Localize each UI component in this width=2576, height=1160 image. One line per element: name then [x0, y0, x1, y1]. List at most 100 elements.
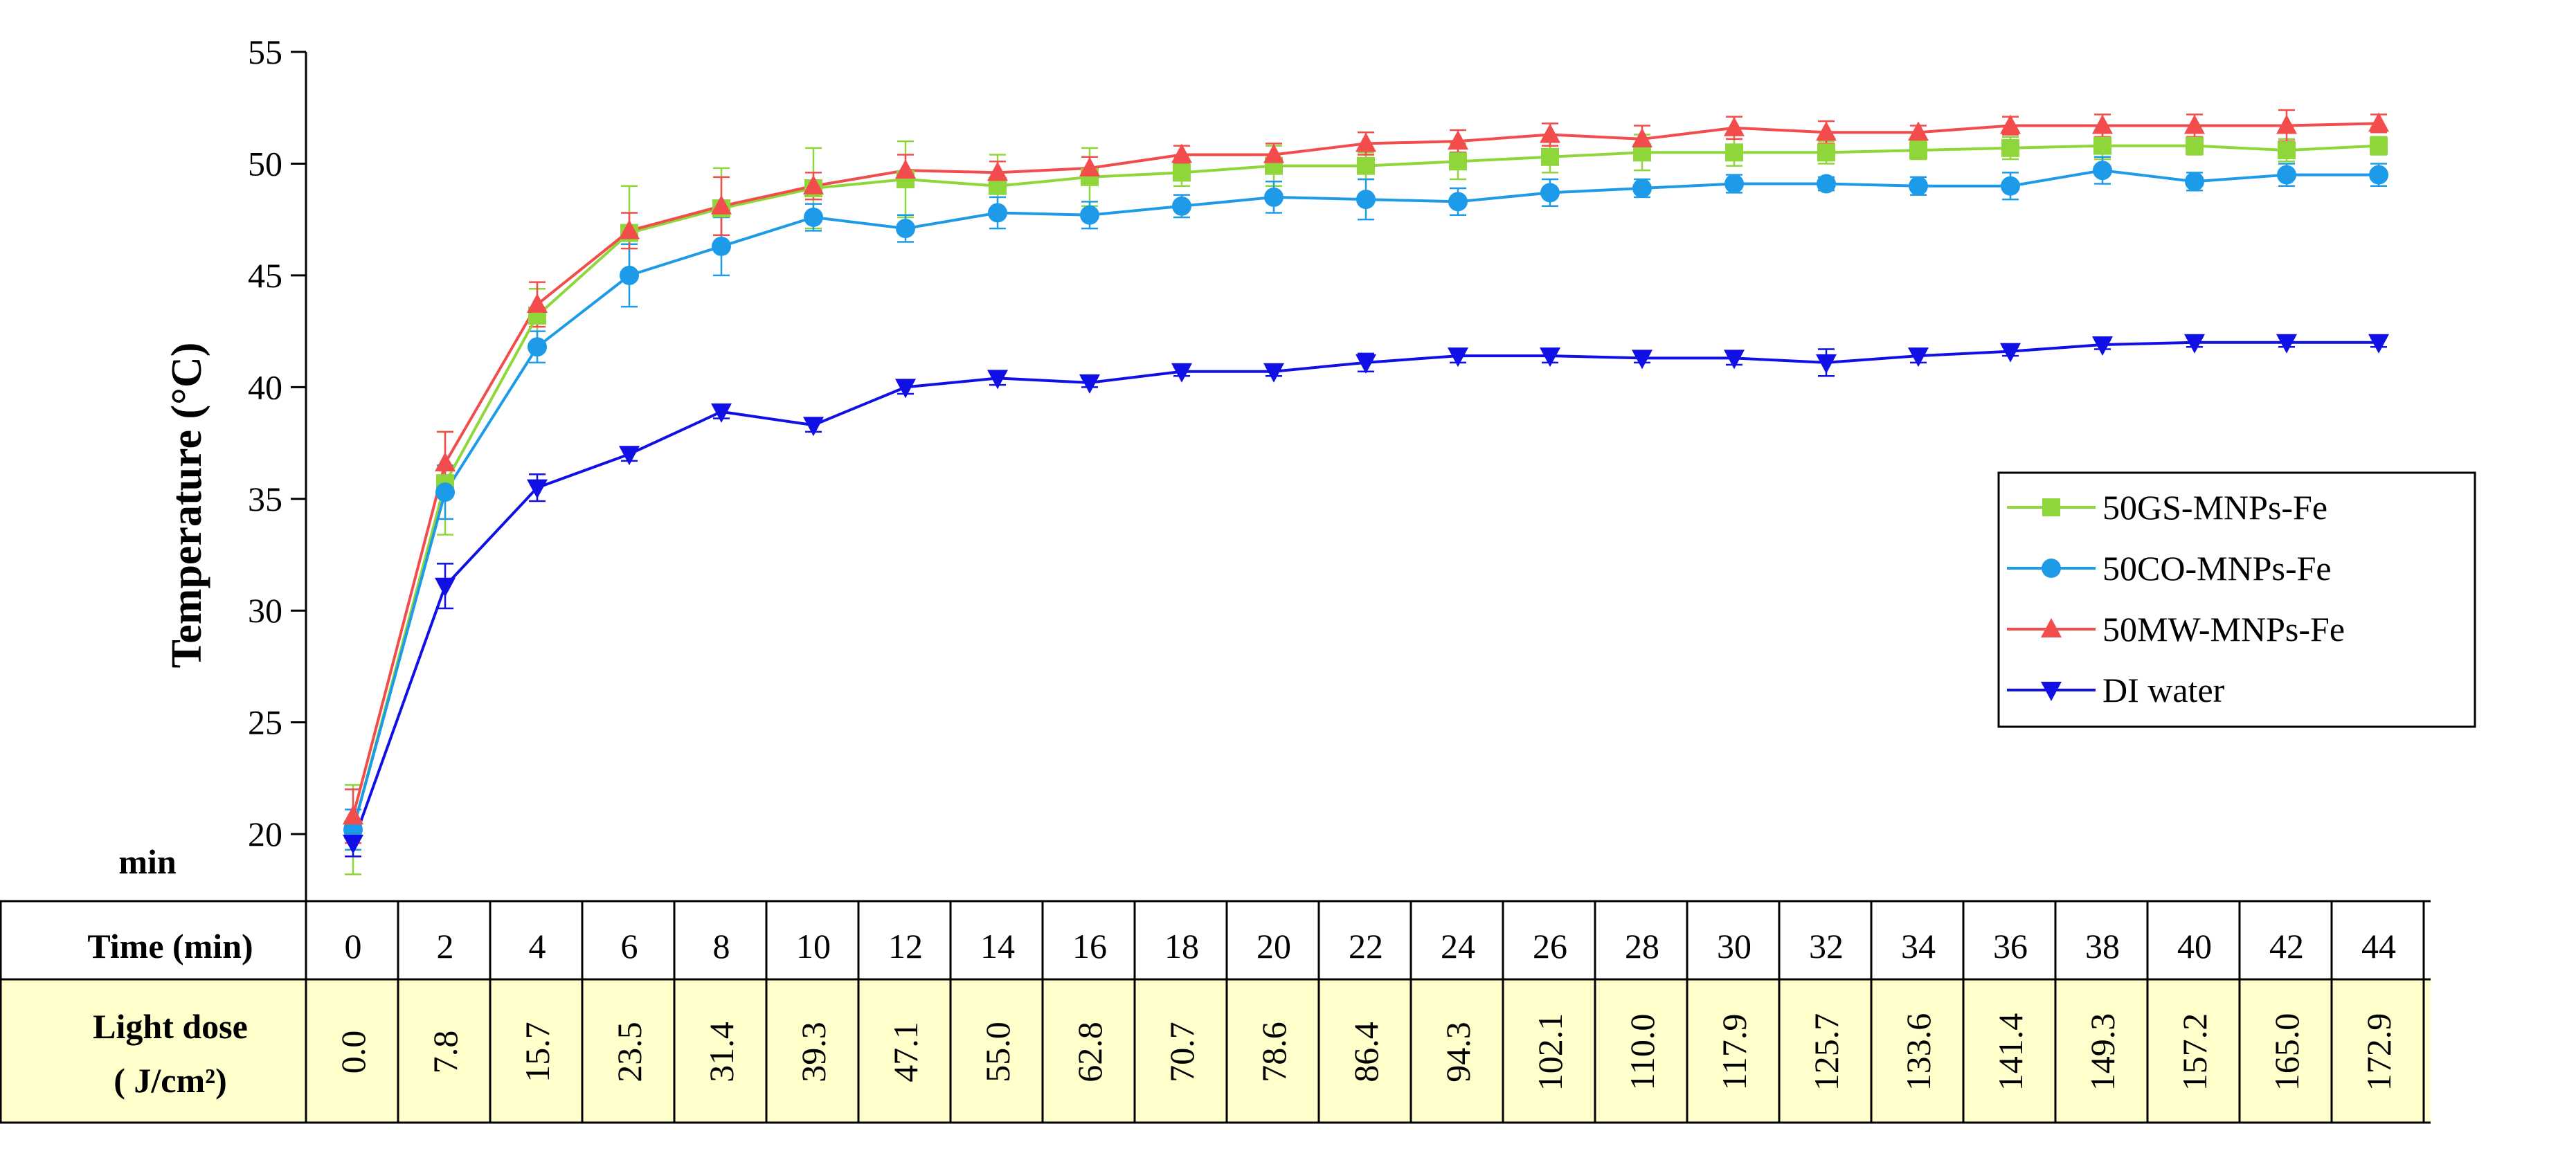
- data-point-di-water: [1355, 354, 1376, 374]
- data-point-di-water: [619, 446, 640, 466]
- legend-entry-50gs-mnps-fe: 50GS-MNPs-Fe: [2102, 488, 2327, 527]
- data-point-50gs-mnps-fe: [2278, 141, 2296, 160]
- dose-row-background: [306, 979, 2431, 1123]
- dose-cell: 157.2: [2175, 1013, 2214, 1091]
- data-point-di-water: [2276, 334, 2297, 354]
- data-point-50gs-mnps-fe: [1449, 152, 1467, 171]
- legend-swatch-marker-50mw-mnps-fe: [2041, 618, 2062, 637]
- dose-row-header: Light dose: [93, 1007, 248, 1046]
- time-cell: 42: [2269, 927, 2304, 966]
- dose-cell: 15.7: [518, 1022, 557, 1082]
- time-cell: 4: [529, 927, 546, 966]
- time-cell: 8: [713, 927, 730, 966]
- data-point-50co-mnps-fe: [2185, 172, 2204, 192]
- data-point-50co-mnps-fe: [2369, 165, 2388, 185]
- dose-cell: 133.6: [1899, 1013, 1938, 1091]
- time-cell: 40: [2177, 927, 2212, 966]
- legend: 50GS-MNPs-Fe 50CO-MNPs-Fe 50MW-MNPs-Fe DI w…: [1997, 471, 2476, 728]
- legend-entry-di-water: DI water: [2102, 671, 2225, 709]
- data-point-50mw-mnps-fe: [619, 219, 640, 239]
- data-point-50co-mnps-fe: [896, 219, 915, 239]
- dose-cell: 94.3: [1439, 1022, 1477, 1082]
- data-point-50co-mnps-fe: [1909, 176, 1928, 196]
- y-tick-label: 45: [248, 256, 282, 295]
- time-cell: 12: [888, 927, 923, 966]
- data-point-50mw-mnps-fe: [2184, 114, 2205, 134]
- data-point-50mw-mnps-fe: [1816, 121, 1837, 141]
- data-point-di-water: [1171, 363, 1192, 383]
- dose-cell: 39.3: [794, 1022, 833, 1082]
- data-point-50gs-mnps-fe: [1357, 156, 1375, 175]
- dose-cell: 172.9: [2359, 1013, 2398, 1091]
- data-point-50gs-mnps-fe: [1817, 143, 1835, 162]
- data-point-di-water: [803, 417, 824, 437]
- dose-cell: 47.1: [886, 1022, 925, 1082]
- dose-cell: 149.3: [2083, 1013, 2122, 1091]
- data-point-50co-mnps-fe: [1264, 187, 1284, 207]
- data-point-50co-mnps-fe: [804, 207, 823, 227]
- data-point-di-water: [2092, 336, 2113, 356]
- data-point-50co-mnps-fe: [1080, 205, 1099, 225]
- corner-min-label: min: [118, 842, 177, 881]
- time-cell: 32: [1809, 927, 1844, 966]
- time-cell: 38: [2085, 927, 2120, 966]
- time-cell: 28: [1625, 927, 1659, 966]
- data-point-50co-mnps-fe: [1540, 183, 1560, 203]
- data-point-50gs-mnps-fe: [2001, 138, 2019, 157]
- time-cell: 2: [437, 927, 454, 966]
- data-point-50mw-mnps-fe: [1632, 127, 1652, 147]
- y-tick-label: 40: [248, 368, 282, 406]
- legend-entry-50co-mnps-fe: 50CO-MNPs-Fe: [2102, 549, 2332, 588]
- data-point-di-water: [1908, 347, 1929, 368]
- data-point-di-water: [2184, 334, 2205, 354]
- time-cell: 22: [1349, 927, 1383, 966]
- dose-cell: 7.8: [426, 1031, 465, 1074]
- data-point-50mw-mnps-fe: [803, 174, 824, 194]
- time-cell: 10: [796, 927, 831, 966]
- data-point-50co-mnps-fe: [712, 236, 731, 256]
- series-markers: [343, 112, 2389, 855]
- data-point-50co-mnps-fe: [1172, 196, 1191, 216]
- dose-cell: 0.0: [334, 1031, 372, 1074]
- data-point-di-water: [435, 577, 456, 597]
- y-tick-label: 55: [248, 33, 282, 71]
- time-cell: 30: [1717, 927, 1751, 966]
- time-cell: 24: [1441, 927, 1475, 966]
- time-cell: 36: [1993, 927, 2028, 966]
- chart-frame: [0, 900, 2431, 1124]
- dose-cell: 141.4: [1991, 1013, 2030, 1091]
- data-point-50co-mnps-fe: [1817, 174, 1836, 194]
- dose-cell: 125.7: [1807, 1013, 1846, 1091]
- data-point-50mw-mnps-fe: [1263, 143, 1284, 163]
- data-point-50mw-mnps-fe: [343, 805, 363, 825]
- time-cell: 14: [980, 927, 1015, 966]
- dose-cell: 78.6: [1254, 1022, 1293, 1082]
- data-point-50co-mnps-fe: [2001, 176, 2020, 196]
- dose-cell: 86.4: [1346, 1022, 1385, 1082]
- dose-cell: 102.1: [1531, 1013, 1569, 1091]
- time-cell: 6: [621, 927, 638, 966]
- time-cell: 18: [1164, 927, 1199, 966]
- data-point-50co-mnps-fe: [343, 819, 363, 840]
- time-cell: 34: [1901, 927, 1936, 966]
- data-point-50co-mnps-fe: [988, 203, 1007, 223]
- dose-cell: 55.0: [978, 1022, 1017, 1082]
- data-point-50co-mnps-fe: [1724, 174, 1744, 194]
- data-point-50mw-mnps-fe: [711, 194, 732, 215]
- data-point-50co-mnps-fe: [620, 265, 639, 285]
- data-point-50mw-mnps-fe: [2092, 114, 2113, 134]
- time-cell: 0: [345, 927, 362, 966]
- data-point-50gs-mnps-fe: [2186, 136, 2204, 155]
- dose-cell: 110.0: [1623, 1014, 1661, 1091]
- data-point-di-water: [987, 370, 1008, 390]
- data-point-50mw-mnps-fe: [1355, 132, 1376, 152]
- data-point-50gs-mnps-fe: [1173, 163, 1191, 182]
- data-point-di-water: [711, 403, 732, 423]
- time-cell: 20: [1257, 927, 1291, 966]
- data-point-50mw-mnps-fe: [1908, 121, 1929, 141]
- data-point-50gs-mnps-fe: [1541, 147, 1559, 166]
- dose-cell: 70.7: [1162, 1022, 1201, 1082]
- legend-swatch-marker-50gs-mnps-fe: [2042, 498, 2060, 516]
- data-point-50gs-mnps-fe: [2370, 136, 2388, 155]
